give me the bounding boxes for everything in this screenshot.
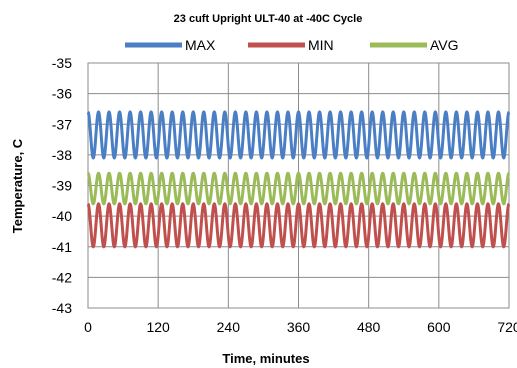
y-tick-label: -39: [52, 178, 72, 194]
y-tick-label: -38: [52, 147, 72, 163]
x-tick-label: 600: [427, 319, 451, 335]
x-tick-label: 720: [497, 319, 517, 335]
y-tick-label: -43: [52, 300, 72, 316]
y-axis-ticks: -35 -36 -37 -38 -39 -40 -41 -42 -43: [52, 55, 72, 316]
x-axis-label: Time, minutes: [222, 351, 309, 366]
x-tick-label: 240: [217, 319, 241, 335]
x-tick-label: 360: [287, 319, 311, 335]
chart-title: 23 cuft Upright ULT-40 at -40C Cycle: [174, 13, 363, 25]
y-tick-label: -40: [52, 208, 72, 224]
x-tick-label: 480: [357, 319, 381, 335]
y-tick-label: -42: [52, 269, 72, 285]
series-line-avg: [86, 171, 511, 206]
y-tick-label: -41: [52, 239, 72, 255]
x-tick-label: 120: [146, 319, 170, 335]
y-tick-label: -36: [52, 86, 72, 102]
legend-label-min: MIN: [308, 37, 334, 53]
y-axis-label: Temperature, C: [10, 138, 25, 233]
series-line-min: [86, 202, 511, 249]
series-lines: [86, 110, 511, 249]
x-tick-label: 0: [84, 319, 92, 335]
y-tick-label: -37: [52, 116, 72, 132]
series-line-max: [86, 110, 511, 160]
legend: MAX MIN AVG: [125, 37, 459, 53]
legend-label-max: MAX: [185, 37, 216, 53]
legend-label-avg: AVG: [430, 37, 459, 53]
x-axis-ticks: 0 120 240 360 480 600 720: [84, 319, 517, 335]
y-tick-label: -35: [52, 55, 72, 71]
